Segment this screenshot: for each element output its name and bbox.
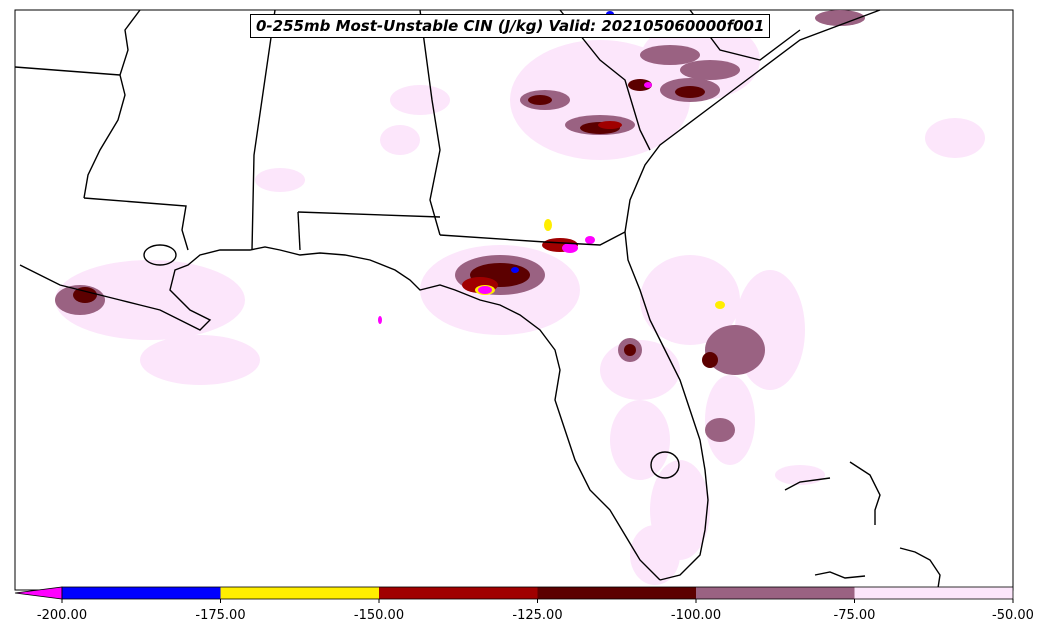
colorbar-tick-label: -125.00 bbox=[512, 608, 563, 623]
colorbar-tick-label: -100.00 bbox=[670, 608, 722, 623]
mississippi-river-line bbox=[83, 9, 141, 199]
colorbar-segment bbox=[854, 587, 1013, 599]
colorbar-segment bbox=[537, 587, 696, 599]
colorbar-tick-label: -50.00 bbox=[992, 608, 1034, 623]
lake-pontchartrain bbox=[143, 244, 177, 266]
colorbar-segment bbox=[379, 587, 538, 599]
colorbar bbox=[14, 586, 1014, 603]
colorbar-segment bbox=[696, 587, 855, 599]
lake-okeechobee bbox=[650, 451, 680, 479]
colorbar-tick-label: -175.00 bbox=[195, 608, 246, 623]
map-title: 0-255mb Most-Unstable CIN (J/kg) Valid: … bbox=[250, 14, 771, 38]
geographic-boundaries bbox=[14, 9, 941, 589]
colorbar-tick-label: -75.00 bbox=[833, 608, 876, 623]
bahamas-outline bbox=[849, 461, 881, 525]
colorbar-segment bbox=[62, 587, 221, 599]
atlantic-coastline bbox=[624, 9, 881, 581]
cin-field-light bbox=[55, 20, 985, 585]
colorbar-segment bbox=[220, 587, 379, 599]
gulf-coastline bbox=[19, 246, 661, 581]
colorbar-tick-label: -200.00 bbox=[36, 608, 88, 623]
cin-field-magenta bbox=[378, 82, 652, 324]
cin-field-red bbox=[462, 121, 622, 293]
colorbar-tick-label: -150.00 bbox=[353, 608, 405, 623]
